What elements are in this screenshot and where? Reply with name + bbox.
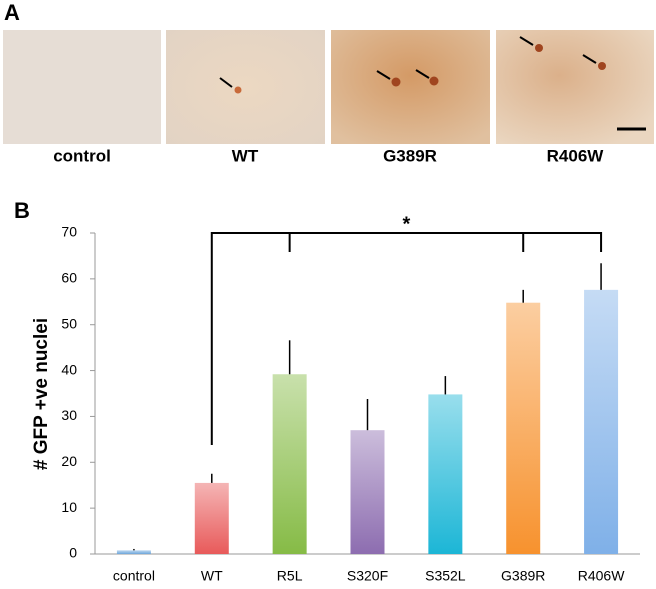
x-tick-label: S352L (425, 568, 466, 584)
x-tick-label: S320F (347, 568, 388, 584)
annotation: * (403, 213, 411, 235)
x-tick-label: R406W (578, 568, 625, 584)
x-tick-label: control (113, 568, 155, 584)
arrow (415, 69, 430, 79)
image-label: WT (232, 146, 259, 165)
x-tick-label: G389R (501, 568, 545, 584)
image (496, 30, 654, 144)
bar (272, 374, 307, 554)
image (166, 30, 325, 144)
y-tick-label: 40 (61, 361, 77, 377)
arrow (376, 70, 391, 80)
cell (535, 44, 543, 52)
bar (194, 482, 229, 554)
arrow (519, 36, 534, 46)
image-label: G389R (383, 146, 437, 165)
y-tick-label: 0 (69, 545, 77, 561)
panel-label: B (14, 198, 30, 223)
bar (350, 430, 385, 554)
bar (428, 394, 463, 554)
y-tick-label: 60 (61, 270, 77, 286)
image (331, 30, 490, 144)
arrow (219, 77, 233, 88)
y-tick-label: 70 (61, 224, 77, 240)
bar (116, 550, 151, 554)
panel-label: A (4, 0, 20, 25)
y-tick-label: 20 (61, 453, 77, 469)
cell (234, 86, 242, 94)
y-tick-label: 10 (61, 499, 77, 515)
cell (391, 77, 401, 87)
bracket (210, 232, 603, 445)
bar (584, 289, 619, 554)
arrow (582, 54, 597, 64)
image-label: R406W (547, 146, 605, 165)
bar (506, 302, 541, 554)
image (3, 30, 161, 144)
x-tick-label: R5L (277, 568, 303, 584)
x-tick-label: WT (201, 568, 223, 584)
cell (598, 62, 606, 70)
image-label: control (53, 146, 111, 165)
y-tick-label: 30 (61, 407, 77, 423)
y-axis-label: # GFP +ve nuclei (31, 318, 52, 470)
cell (429, 76, 439, 86)
y-tick-label: 50 (61, 315, 77, 331)
micrographs (3, 30, 654, 144)
